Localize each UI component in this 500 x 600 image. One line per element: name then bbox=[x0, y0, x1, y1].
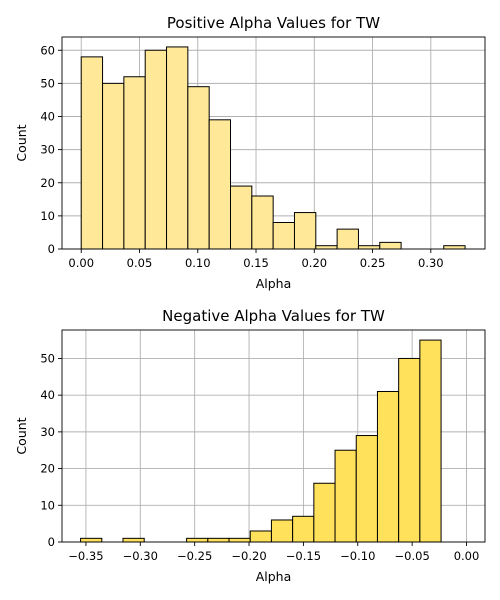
histogram-bar bbox=[102, 82, 125, 250]
y-tick-label: 50 bbox=[40, 76, 55, 90]
histogram-bar bbox=[336, 228, 359, 250]
histogram-bar bbox=[122, 537, 145, 543]
histogram-bar bbox=[186, 537, 209, 543]
x-tick-label: −0.25 bbox=[177, 549, 212, 563]
y-tick-label: 50 bbox=[40, 351, 55, 365]
y-tick-label: 30 bbox=[40, 143, 55, 157]
histogram-bar bbox=[272, 222, 295, 250]
x-axis-label: Alpha bbox=[256, 569, 292, 584]
x-tick-label: 0.10 bbox=[185, 256, 211, 270]
x-tick-label: −0.35 bbox=[68, 549, 103, 563]
histogram-bar bbox=[270, 519, 294, 543]
y-tick-label: 30 bbox=[40, 425, 55, 439]
histogram-bar bbox=[443, 245, 466, 250]
histogram-bar bbox=[357, 245, 381, 250]
histogram-bar bbox=[292, 515, 315, 543]
plot-frame bbox=[61, 329, 486, 543]
histogram-bar bbox=[80, 56, 104, 250]
histogram-bar bbox=[187, 86, 210, 250]
y-tick-label: 40 bbox=[40, 388, 55, 402]
histogram-bar bbox=[230, 185, 253, 250]
histogram-bar bbox=[376, 390, 400, 543]
y-tick-label: 60 bbox=[40, 43, 55, 57]
histogram-bar bbox=[166, 46, 189, 250]
y-tick-label: 10 bbox=[40, 498, 55, 512]
histogram-bar bbox=[251, 195, 274, 250]
x-tick-label: −0.20 bbox=[231, 549, 266, 563]
x-tick-label: 0.25 bbox=[360, 256, 386, 270]
histogram-bar bbox=[249, 530, 272, 543]
x-tick-label: 0.00 bbox=[454, 549, 480, 563]
x-tick-label: 0.20 bbox=[301, 256, 327, 270]
histogram-bar bbox=[398, 357, 421, 543]
y-axis-label: Count bbox=[14, 417, 29, 454]
x-tick-label: −0.30 bbox=[123, 549, 158, 563]
positive-alpha-histogram: 0.00 0.05 0.10 0.15 0.20 0.25 0.30 0 10 20 30 40 50 6… bbox=[14, 14, 486, 291]
y-tick-label: 10 bbox=[40, 209, 55, 223]
negative-alpha-histogram: −0.35 −0.30 −0.25 −0.20 −0.15 −0.10 −0.05 0.00 0… bbox=[14, 307, 486, 584]
histogram-bar bbox=[123, 76, 146, 250]
histogram-bar bbox=[419, 339, 442, 543]
histogram-bar bbox=[228, 537, 251, 543]
histogram-bar bbox=[80, 537, 103, 543]
x-axis-label: Alpha bbox=[256, 276, 292, 291]
y-tick-label: 20 bbox=[40, 462, 55, 476]
x-tick-label: −0.10 bbox=[340, 549, 375, 563]
histogram-bar bbox=[144, 49, 168, 250]
histogram-bar bbox=[293, 212, 317, 250]
histogram-bar bbox=[315, 245, 338, 250]
y-tick-label: 0 bbox=[48, 535, 55, 549]
histogram-bar bbox=[207, 537, 230, 543]
x-tick-label: 0.15 bbox=[243, 256, 269, 270]
x-tick-label: −0.15 bbox=[286, 549, 321, 563]
y-tick-label: 0 bbox=[48, 242, 55, 256]
histogram-bar bbox=[334, 449, 357, 543]
x-tick-label: 0.30 bbox=[418, 256, 444, 270]
histogram-bar bbox=[379, 241, 402, 250]
x-tick-label: −0.05 bbox=[395, 549, 430, 563]
histogram-bar bbox=[208, 119, 232, 250]
y-axis-label: Count bbox=[14, 124, 29, 161]
x-tick-label: 0.05 bbox=[127, 256, 153, 270]
chart-title: Positive Alpha Values for TW bbox=[167, 14, 380, 32]
y-tick-label: 20 bbox=[40, 176, 55, 190]
histogram-bar bbox=[355, 435, 378, 543]
plot-frame bbox=[61, 36, 486, 250]
x-tick-label: 0.00 bbox=[68, 256, 94, 270]
histogram-bar bbox=[313, 482, 336, 543]
y-tick-label: 40 bbox=[40, 110, 55, 124]
chart-title: Negative Alpha Values for TW bbox=[162, 307, 385, 325]
